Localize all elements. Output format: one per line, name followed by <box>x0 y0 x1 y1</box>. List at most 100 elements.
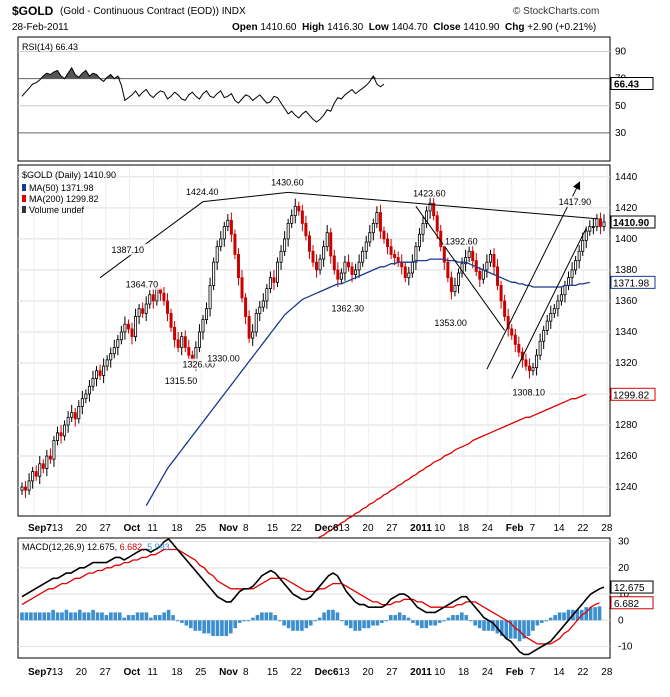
macd-histogram-bar <box>331 609 335 621</box>
candle-body <box>80 398 84 407</box>
x-tick-label: 7 <box>530 667 536 678</box>
macd-histogram-bar <box>282 620 286 626</box>
annotation-bg <box>123 278 162 290</box>
price-title: $GOLD (Daily) 1410.90 <box>22 170 116 180</box>
x-tick-label: 25 <box>195 667 207 678</box>
macd-histogram-bar <box>20 612 24 621</box>
annotation-bg <box>205 352 244 364</box>
annotation-label: 1353.00 <box>434 318 467 328</box>
macd-histogram-bar <box>224 620 229 637</box>
legend-swatch <box>22 184 26 191</box>
macd-histogram-bar <box>313 620 318 622</box>
price-tag <box>610 275 656 289</box>
macd-histogram-bar <box>460 612 464 621</box>
macd-histogram-bar <box>162 612 166 621</box>
symbol-title: $GOLD <box>12 4 54 18</box>
macd-histogram-bar <box>393 615 397 621</box>
candle-body <box>261 300 265 308</box>
macd-histogram-bar <box>482 620 486 631</box>
x-tick-label: 2011 <box>410 523 432 534</box>
x-tick-label: 27 <box>386 667 398 678</box>
x-tick-label: 24 <box>482 523 494 534</box>
candle-body <box>425 210 429 224</box>
annotation-label: 1392.60 <box>445 236 478 246</box>
macd-histogram-bar <box>304 620 309 629</box>
x-tick-label: 10 <box>434 667 446 678</box>
candle-body <box>492 254 496 268</box>
candle-body <box>212 261 216 286</box>
candle-body <box>531 367 535 372</box>
candle-body <box>410 261 414 274</box>
candle-body <box>236 254 240 279</box>
macd-histogram-bar <box>206 620 211 634</box>
macd-histogram-bar <box>73 612 78 621</box>
macd-histogram-bar <box>348 620 353 629</box>
macd-value-label: 6.682 <box>614 599 639 610</box>
macd-histogram-bar <box>264 612 269 621</box>
candle-body <box>538 340 542 356</box>
x-tick-label: 14 <box>553 667 565 678</box>
macd-histogram-bar <box>380 620 384 623</box>
candle-body <box>386 238 390 248</box>
rsi-panel: 90705030 66.43 RSI(14) 66.43 <box>17 36 654 162</box>
candle-body <box>34 471 38 477</box>
macd-histogram-bar <box>126 615 131 621</box>
x-tick-label: 27 <box>100 667 112 678</box>
macd-histogram-bar <box>260 612 264 621</box>
macd-histogram-bar <box>197 620 202 631</box>
candle-body <box>102 365 106 376</box>
candle-body <box>219 238 223 248</box>
price-tick-label: 1260 <box>615 451 638 462</box>
macd-histogram-bar <box>220 620 224 637</box>
candle-body <box>499 285 503 302</box>
x-tick-label: 11 <box>147 523 158 534</box>
x-tick-label: 24 <box>482 667 494 678</box>
candle-body <box>286 222 290 240</box>
annotation-label: 1362.30 <box>331 303 364 313</box>
macd-histogram-bar <box>553 615 557 621</box>
macd-histogram-bar <box>388 615 393 621</box>
candle-body <box>467 250 471 258</box>
macd-histogram-bar <box>171 615 175 621</box>
macd-value-label: 12.675 <box>614 583 645 594</box>
trendline <box>288 191 597 220</box>
candle-body <box>510 328 514 336</box>
macd-tick-label: 30 <box>618 537 630 548</box>
candle-body <box>329 232 333 257</box>
candle-body <box>485 261 489 271</box>
macd-histogram-bar <box>562 612 566 621</box>
macd-histogram-bar <box>37 612 42 621</box>
macd-histogram-bar <box>593 607 597 621</box>
candle-body <box>400 261 404 268</box>
candle-body <box>336 269 340 280</box>
candle-body <box>506 316 510 330</box>
x-tick-label: 27 <box>386 523 398 534</box>
candle-body <box>307 235 311 252</box>
candle-body <box>95 370 99 379</box>
x-tick-label: 22 <box>291 523 303 534</box>
macd-histogram-bar <box>51 609 55 621</box>
annotation-bg <box>443 235 482 247</box>
macd-histogram-bar <box>77 609 82 621</box>
candle-body <box>258 306 262 314</box>
candle-body <box>183 336 187 348</box>
macd-histogram-bar <box>495 620 500 634</box>
price-panel: 1240126012801300132013401360138014001420… <box>17 164 656 562</box>
rsi-title: RSI(14) 66.43 <box>22 42 78 52</box>
candle-body <box>471 250 475 262</box>
candle-body <box>134 316 138 338</box>
macd-histogram-bar <box>286 620 291 629</box>
candle-body <box>123 323 127 333</box>
macd-histogram-bar <box>64 609 69 621</box>
candle-body <box>151 294 155 302</box>
macd-histogram-bar <box>215 620 220 637</box>
candle-body <box>208 285 212 310</box>
candle-body <box>180 336 184 348</box>
macd-histogram-bar <box>255 615 260 621</box>
x-tick-label: 20 <box>76 667 88 678</box>
candle-body <box>478 271 482 280</box>
macd-histogram-bar <box>308 620 313 626</box>
annotation-label: 1423.60 <box>413 188 446 198</box>
macd-histogram-bar <box>60 612 64 621</box>
candle-body <box>59 432 63 437</box>
